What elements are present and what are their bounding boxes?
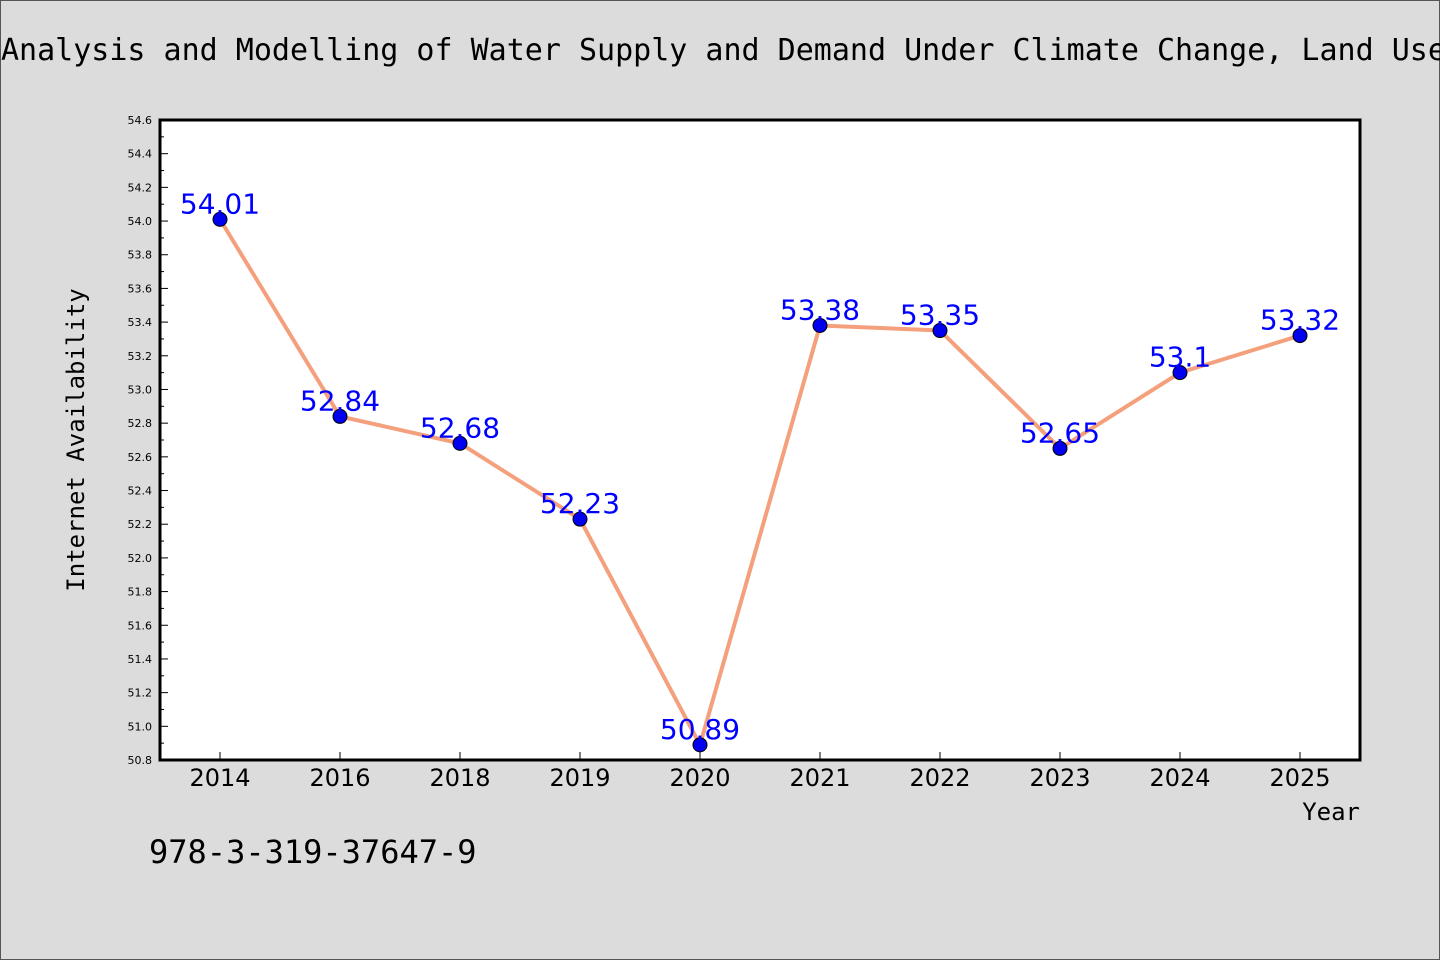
y-tick-label: 51.4	[128, 653, 153, 666]
data-point	[692, 737, 708, 753]
y-tick-label: 52.8	[128, 417, 153, 430]
x-tick-label: 2018	[429, 764, 490, 792]
data-point	[212, 211, 228, 227]
y-tick-label: 51.2	[128, 687, 153, 700]
y-tick-label: 52.4	[128, 485, 153, 498]
x-tick-label: 2025	[1269, 764, 1330, 792]
x-tick-label: 2021	[789, 764, 850, 792]
y-tick-label: 53.2	[128, 350, 153, 363]
data-label: 52.23	[540, 487, 620, 520]
y-axis-label: Internet Availability	[62, 288, 90, 591]
series-line	[218, 218, 1301, 747]
data-label: 53.32	[1260, 304, 1340, 337]
y-tick-label: 52.0	[128, 552, 153, 565]
data-label: 52.84	[300, 384, 380, 417]
data-label: 53.38	[780, 293, 860, 326]
data-point	[1172, 365, 1188, 381]
data-label: 54.01	[180, 187, 260, 220]
y-tick-label: 52.2	[128, 518, 153, 531]
y-tick-label: 53.8	[128, 249, 153, 262]
data-label: 52.68	[420, 411, 500, 444]
x-axis-label: Year	[1302, 798, 1360, 826]
data-label: 50.89	[660, 713, 740, 746]
data-point	[572, 511, 588, 527]
data-point	[452, 435, 468, 451]
plot-border	[158, 118, 1362, 762]
data-label: 53.35	[900, 299, 980, 332]
y-tick-label: 53.6	[128, 282, 153, 295]
y-tick-label: 54.0	[128, 215, 153, 228]
y-tick-label: 52.6	[128, 451, 153, 464]
x-tick-label: 2020	[669, 764, 730, 792]
data-point	[932, 323, 948, 339]
data-point	[332, 408, 348, 424]
isbn-text: 978-3-319-37647-9	[149, 833, 477, 871]
y-tick-label: 54.4	[128, 148, 153, 161]
chart-title: Analysis and Modelling of Water Supply a…	[1, 33, 1440, 68]
data-point	[1052, 440, 1068, 456]
data-point	[812, 317, 828, 333]
y-tick-label: 53.4	[128, 316, 153, 329]
y-tick-label: 54.2	[128, 181, 153, 194]
plot-area	[160, 120, 1360, 760]
y-tick-label: 50.8	[128, 754, 153, 767]
x-tick-label: 2016	[309, 764, 370, 792]
data-point	[1292, 328, 1308, 344]
y-tick-label: 51.8	[128, 586, 153, 599]
x-tick-label: 2024	[1149, 764, 1210, 792]
y-tick-label: 54.6	[128, 114, 153, 127]
y-tick-label: 53.0	[128, 383, 153, 396]
x-tick-label: 2019	[549, 764, 610, 792]
x-tick-label: 2022	[909, 764, 970, 792]
data-label: 53.1	[1149, 341, 1211, 374]
x-tick-label: 2014	[189, 764, 250, 792]
x-tick-label: 2023	[1029, 764, 1090, 792]
y-tick-label: 51.6	[128, 619, 153, 632]
data-label: 52.65	[1020, 416, 1100, 449]
y-tick-label: 51.0	[128, 720, 153, 733]
